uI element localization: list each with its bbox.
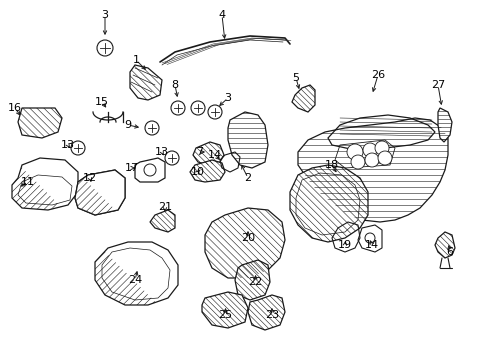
Circle shape — [97, 40, 113, 56]
Text: 27: 27 — [430, 80, 444, 90]
Text: 13: 13 — [61, 140, 75, 150]
Circle shape — [364, 153, 378, 167]
Circle shape — [350, 155, 364, 169]
Polygon shape — [297, 118, 447, 222]
Polygon shape — [204, 208, 285, 278]
Text: 3: 3 — [102, 10, 108, 20]
Polygon shape — [130, 65, 162, 100]
Circle shape — [71, 141, 85, 155]
Text: 19: 19 — [337, 240, 351, 250]
Text: 18: 18 — [324, 160, 338, 170]
Text: 23: 23 — [264, 310, 279, 320]
Circle shape — [364, 233, 374, 243]
Polygon shape — [247, 295, 285, 330]
Polygon shape — [95, 242, 178, 305]
Circle shape — [374, 141, 388, 155]
Text: 15: 15 — [95, 97, 109, 107]
Text: 14: 14 — [364, 240, 378, 250]
Circle shape — [145, 121, 159, 135]
Text: 13: 13 — [155, 147, 169, 157]
Polygon shape — [150, 210, 175, 232]
Polygon shape — [202, 292, 247, 328]
Text: 20: 20 — [241, 233, 255, 243]
Polygon shape — [75, 170, 125, 215]
Circle shape — [346, 144, 362, 160]
Polygon shape — [227, 112, 267, 168]
Polygon shape — [193, 142, 224, 165]
Text: 26: 26 — [370, 70, 384, 80]
Text: 21: 21 — [158, 202, 172, 212]
Polygon shape — [289, 165, 367, 242]
Text: 7: 7 — [196, 147, 203, 157]
Circle shape — [377, 151, 391, 165]
Text: 3: 3 — [224, 93, 231, 103]
Text: 9: 9 — [124, 120, 131, 130]
Text: 14: 14 — [207, 150, 222, 160]
Circle shape — [207, 105, 222, 119]
Text: 6: 6 — [446, 247, 452, 257]
Text: 12: 12 — [83, 173, 97, 183]
Text: 1: 1 — [132, 55, 139, 65]
Polygon shape — [18, 108, 62, 138]
Text: 10: 10 — [191, 167, 204, 177]
Text: 17: 17 — [124, 163, 139, 173]
Text: 16: 16 — [8, 103, 22, 113]
Text: 5: 5 — [292, 73, 299, 83]
Text: 4: 4 — [218, 10, 225, 20]
Text: 25: 25 — [218, 310, 232, 320]
Polygon shape — [434, 232, 454, 258]
Text: 24: 24 — [128, 275, 142, 285]
Text: 8: 8 — [171, 80, 178, 90]
Polygon shape — [12, 158, 78, 210]
Polygon shape — [334, 140, 394, 168]
Polygon shape — [437, 108, 451, 142]
Polygon shape — [235, 260, 269, 300]
Text: 11: 11 — [21, 177, 35, 187]
Text: 2: 2 — [244, 173, 251, 183]
Circle shape — [171, 101, 184, 115]
Text: 22: 22 — [247, 277, 262, 287]
Circle shape — [191, 101, 204, 115]
Circle shape — [164, 151, 179, 165]
Circle shape — [143, 164, 156, 176]
Circle shape — [362, 143, 376, 157]
Polygon shape — [190, 160, 224, 182]
Polygon shape — [291, 85, 314, 112]
